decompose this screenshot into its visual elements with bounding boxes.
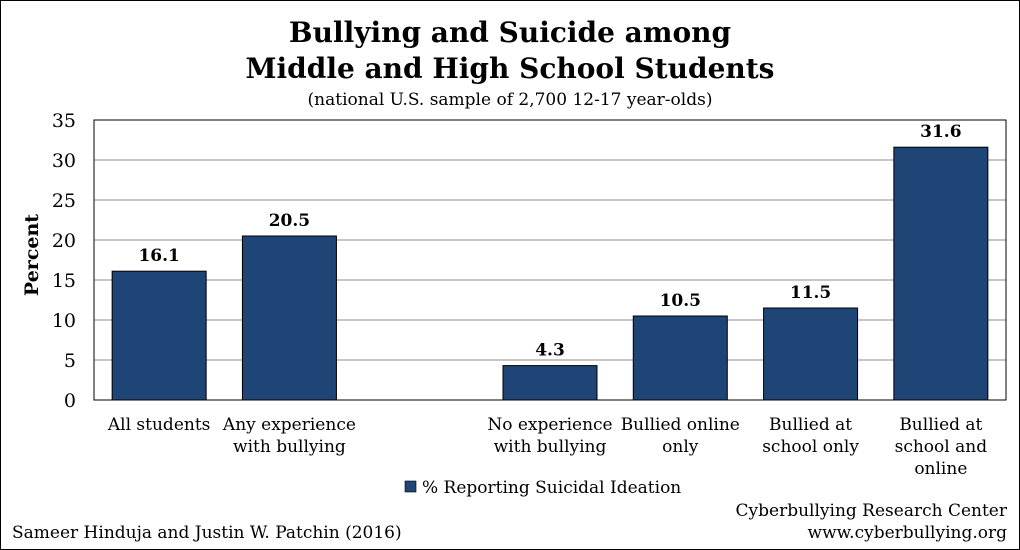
legend: % Reporting Suicidal Ideation (404, 478, 681, 498)
data-label: 16.1 (138, 246, 179, 266)
bar (893, 146, 989, 401)
x-tick-label: school and (895, 437, 988, 457)
y-tick-label: 5 (64, 350, 76, 372)
y-axis-label: Percent (21, 214, 43, 296)
chart-subtitle: (national U.S. sample of 2,700 12-17 yea… (308, 90, 713, 110)
chart-title: Bullying and Suicide among (289, 16, 731, 49)
bar (763, 307, 859, 401)
bar (241, 235, 337, 401)
credit-website: www.cyberbullying.org (808, 523, 1008, 543)
y-tick-label: 0 (64, 390, 76, 412)
x-tick-label: Bullied at (769, 415, 852, 435)
y-tick-label: 15 (52, 270, 76, 292)
data-label: 11.5 (790, 283, 831, 303)
y-tick-label: 30 (52, 150, 76, 172)
credit-organization: Cyberbullying Research Center (736, 501, 1008, 521)
legend-swatch (404, 480, 417, 493)
legend-label: % Reporting Suicidal Ideation (422, 478, 681, 498)
x-tick-label: Bullied at (899, 415, 982, 435)
y-tick-label: 10 (52, 310, 76, 332)
data-label: 4.3 (535, 341, 565, 361)
x-tick-label: school only (762, 437, 859, 457)
x-tick-label: Bullied online (621, 415, 740, 435)
bars (111, 146, 989, 401)
x-tick-label: only (662, 437, 699, 457)
data-labels: 16.1 20.5 4.3 10.5 11.5 31.6 (138, 122, 961, 360)
x-tick-label: Any experience (222, 415, 356, 435)
x-tick-label: with bullying (233, 437, 346, 457)
x-tick-label: with bullying (494, 437, 607, 457)
y-tick-label: 35 (52, 110, 76, 132)
x-tick-label: No experience (487, 415, 612, 435)
y-tick-label: 20 (52, 230, 76, 252)
bar (632, 315, 728, 401)
bar (111, 270, 207, 401)
bar (502, 365, 598, 401)
y-tick-label: 25 (52, 190, 76, 212)
x-tick-label: All students (107, 415, 211, 435)
data-label: 31.6 (920, 122, 961, 142)
data-label: 10.5 (660, 291, 701, 311)
data-label: 20.5 (269, 211, 310, 231)
chart-title-line2: Middle and High School Students (246, 52, 775, 85)
x-tick-label: online (914, 459, 967, 479)
y-tick-labels: 0 5 10 15 20 25 30 35 (52, 110, 76, 412)
credit-authors: Sameer Hinduja and Justin W. Patchin (20… (12, 523, 402, 543)
